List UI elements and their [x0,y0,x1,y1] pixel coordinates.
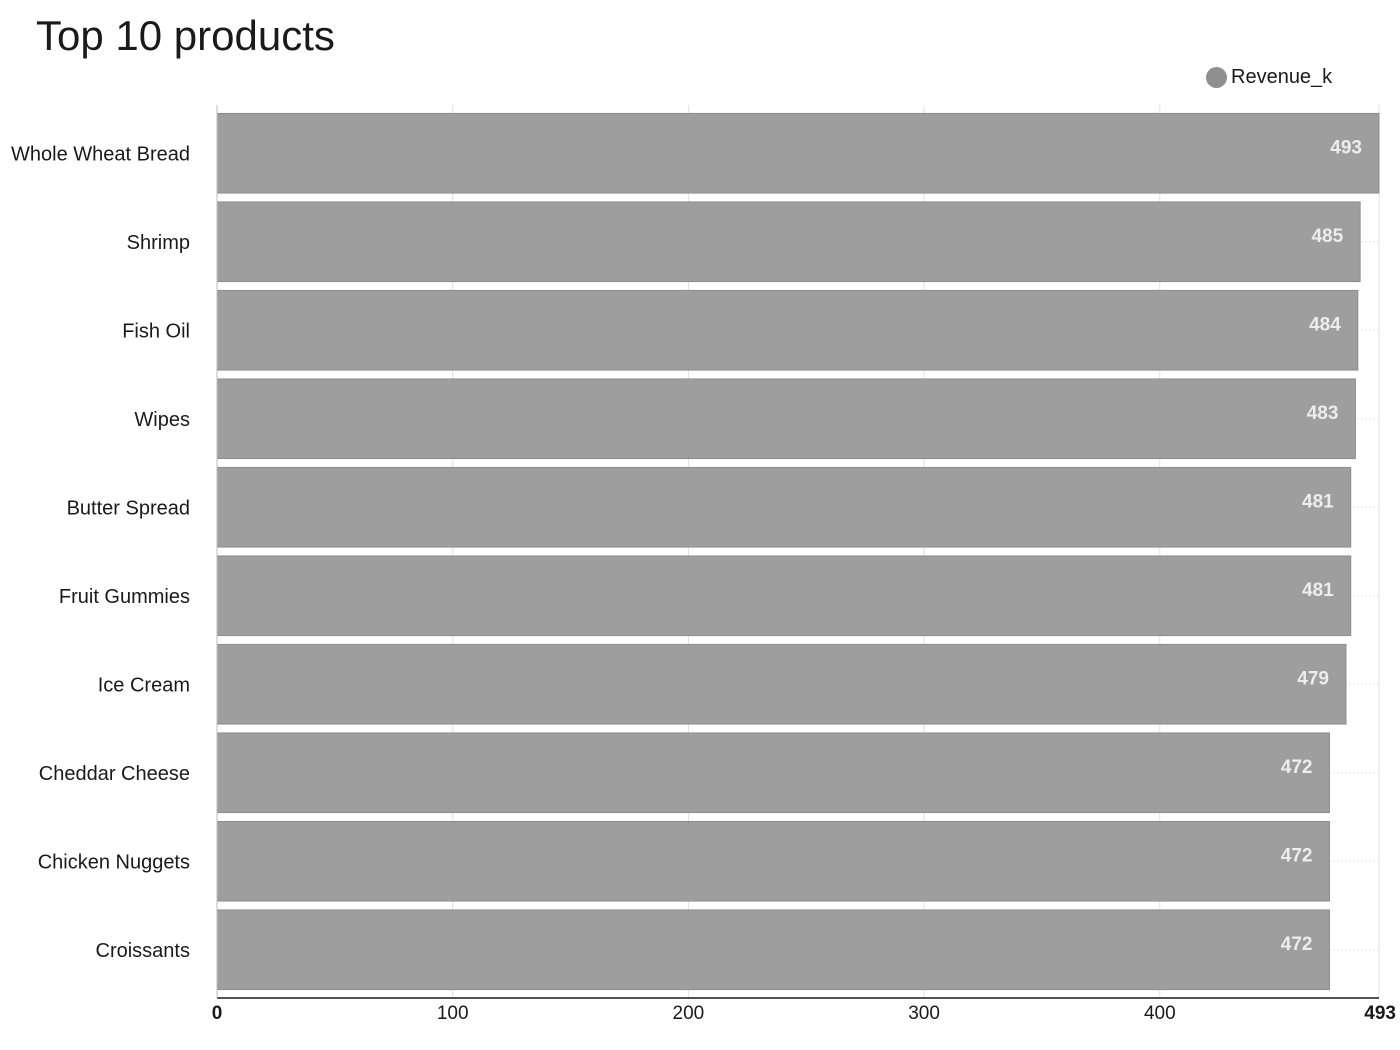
data-label: 472 [1281,757,1313,778]
category-label: Cheddar Cheese [39,763,190,785]
category-label: Wipes [134,409,190,431]
bars: 493 485 484 483 481 481 479 472 472 472 [216,112,1380,991]
legend: Revenue_k [1206,66,1332,89]
data-label: 481 [1302,491,1334,512]
data-label: 484 [1309,314,1341,335]
data-label: 493 [1330,137,1362,158]
category-label: Croissants [96,940,190,962]
chart-title: Top 10 products [36,12,335,59]
bar [216,732,1331,814]
category-label: Chicken Nuggets [38,851,190,873]
category-label: Shrimp [127,232,190,254]
data-label: 481 [1302,580,1334,601]
bar [216,378,1356,460]
x-tick-label: 300 [908,1003,940,1024]
data-label: 483 [1307,403,1339,424]
bar [216,909,1331,991]
data-label: 479 [1297,668,1329,689]
bar [216,289,1359,371]
data-label: 485 [1311,226,1343,247]
x-tick-label: 100 [437,1003,469,1024]
x-axis: 0 100 200 300 400 493 [212,105,1396,1024]
legend-swatch [1206,67,1227,88]
legend-label: Revenue_k [1231,66,1333,88]
bar [216,201,1361,283]
bar [216,555,1352,637]
category-labels: Whole Wheat Bread Shrimp Fish Oil Wipes Butt… [11,143,190,962]
data-label: 472 [1281,934,1313,955]
category-label: Butter Spread [67,497,190,519]
bar [216,820,1331,902]
category-label: Fruit Gummies [59,586,190,608]
x-tick-label: 400 [1144,1003,1176,1024]
bar [216,112,1380,194]
category-label: Fish Oil [122,320,190,342]
x-tick-label: 200 [673,1003,705,1024]
category-label: Whole Wheat Bread [11,143,190,165]
data-label: 472 [1281,845,1313,866]
x-tick-label: 0 [212,1003,223,1024]
bar [216,643,1347,725]
bar [216,466,1352,548]
category-label: Ice Cream [98,674,190,696]
x-tick-label: 493 [1364,1003,1396,1024]
